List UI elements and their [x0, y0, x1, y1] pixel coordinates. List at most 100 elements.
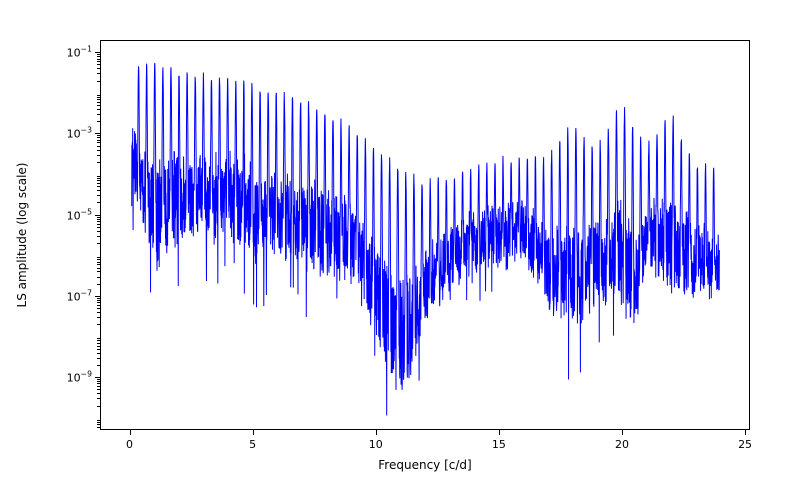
- y-minor-tick: [97, 54, 100, 55]
- y-minor-tick: [97, 353, 100, 354]
- y-minor-tick: [97, 183, 100, 184]
- y-minor-tick: [97, 190, 100, 191]
- y-minor-tick: [97, 109, 100, 110]
- y-minor-tick: [97, 178, 100, 179]
- y-minor-tick: [97, 300, 100, 301]
- y-minor-tick: [97, 338, 100, 339]
- y-minor-tick: [97, 102, 100, 103]
- y-minor-tick: [97, 186, 100, 187]
- x-tick-mark: [253, 430, 254, 435]
- y-minor-tick: [97, 176, 100, 177]
- y-minor-tick: [97, 135, 100, 136]
- spectrum-path: [132, 63, 720, 415]
- y-minor-tick: [97, 420, 100, 421]
- y-minor-tick: [97, 422, 100, 423]
- y-minor-tick: [97, 195, 100, 196]
- y-minor-tick: [97, 227, 100, 228]
- y-tick-label: 10−7: [60, 289, 92, 304]
- x-tick-mark: [130, 430, 131, 435]
- y-minor-tick: [97, 68, 100, 69]
- y-minor-tick: [97, 305, 100, 306]
- y-minor-tick: [97, 180, 100, 181]
- y-minor-tick: [97, 271, 100, 272]
- y-minor-tick: [97, 393, 100, 394]
- x-tick-mark: [499, 430, 500, 435]
- y-tick-mark: [95, 377, 100, 378]
- y-minor-tick: [97, 277, 100, 278]
- y-minor-tick: [97, 358, 100, 359]
- y-minor-tick: [97, 317, 100, 318]
- y-minor-tick: [97, 59, 100, 60]
- y-minor-tick: [97, 219, 100, 220]
- y-minor-tick: [97, 105, 100, 106]
- y-minor-tick: [97, 56, 100, 57]
- x-tick-mark: [745, 430, 746, 435]
- y-minor-tick: [97, 398, 100, 399]
- x-tick-label: 5: [249, 438, 256, 451]
- y-minor-tick: [97, 346, 100, 347]
- figure: LS amplitude (log scale) Frequency [c/d]…: [0, 0, 800, 500]
- x-tick-label: 10: [369, 438, 383, 451]
- y-minor-tick: [97, 259, 100, 260]
- y-tick-label: 10−1: [60, 45, 92, 60]
- y-minor-tick: [97, 298, 100, 299]
- y-minor-tick: [97, 406, 100, 407]
- y-minor-tick: [97, 64, 100, 65]
- y-minor-tick: [97, 386, 100, 387]
- x-tick-label: 0: [126, 438, 133, 451]
- y-minor-tick: [97, 302, 100, 303]
- y-minor-tick: [97, 121, 100, 122]
- y-minor-tick: [97, 137, 100, 138]
- y-minor-tick: [97, 308, 100, 309]
- y-minor-tick: [97, 95, 100, 96]
- y-minor-tick: [97, 312, 100, 313]
- y-minor-tick: [97, 343, 100, 344]
- y-minor-tick: [97, 427, 100, 428]
- x-tick-label: 15: [492, 438, 506, 451]
- y-minor-tick: [97, 221, 100, 222]
- y-tick-label: 10−3: [60, 126, 92, 141]
- y-minor-tick: [97, 340, 100, 341]
- x-axis-label: Frequency [c/d]: [378, 458, 471, 472]
- y-minor-tick: [97, 150, 100, 151]
- y-minor-tick: [97, 231, 100, 232]
- y-minor-tick: [97, 146, 100, 147]
- y-minor-tick: [97, 243, 100, 244]
- y-minor-tick: [97, 81, 100, 82]
- y-axis-label: LS amplitude (log scale): [15, 163, 29, 308]
- periodogram-line: [101, 41, 749, 430]
- y-minor-tick: [97, 324, 100, 325]
- y-minor-tick: [97, 389, 100, 390]
- y-minor-tick: [97, 262, 100, 263]
- x-tick-label: 20: [615, 438, 629, 451]
- y-minor-tick: [97, 155, 100, 156]
- y-minor-tick: [97, 236, 100, 237]
- x-tick-mark: [376, 430, 377, 435]
- y-tick-label: 10−5: [60, 207, 92, 222]
- y-minor-tick: [97, 224, 100, 225]
- y-minor-tick: [97, 114, 100, 115]
- y-minor-tick: [97, 99, 100, 100]
- y-minor-tick: [97, 424, 100, 425]
- y-minor-tick: [97, 268, 100, 269]
- plot-area: [100, 40, 750, 430]
- y-minor-tick: [97, 383, 100, 384]
- y-minor-tick: [97, 284, 100, 285]
- y-tick-mark: [95, 52, 100, 53]
- y-minor-tick: [97, 349, 100, 350]
- y-minor-tick: [97, 97, 100, 98]
- x-tick-label: 25: [738, 438, 752, 451]
- y-minor-tick: [97, 365, 100, 366]
- y-minor-tick: [97, 257, 100, 258]
- y-tick-mark: [95, 133, 100, 134]
- y-minor-tick: [97, 140, 100, 141]
- y-minor-tick: [97, 264, 100, 265]
- y-minor-tick: [97, 61, 100, 62]
- y-minor-tick: [97, 381, 100, 382]
- x-tick-mark: [622, 430, 623, 435]
- y-minor-tick: [97, 142, 100, 143]
- y-minor-tick: [97, 202, 100, 203]
- y-minor-tick: [97, 73, 100, 74]
- y-minor-tick: [97, 162, 100, 163]
- y-minor-tick: [97, 217, 100, 218]
